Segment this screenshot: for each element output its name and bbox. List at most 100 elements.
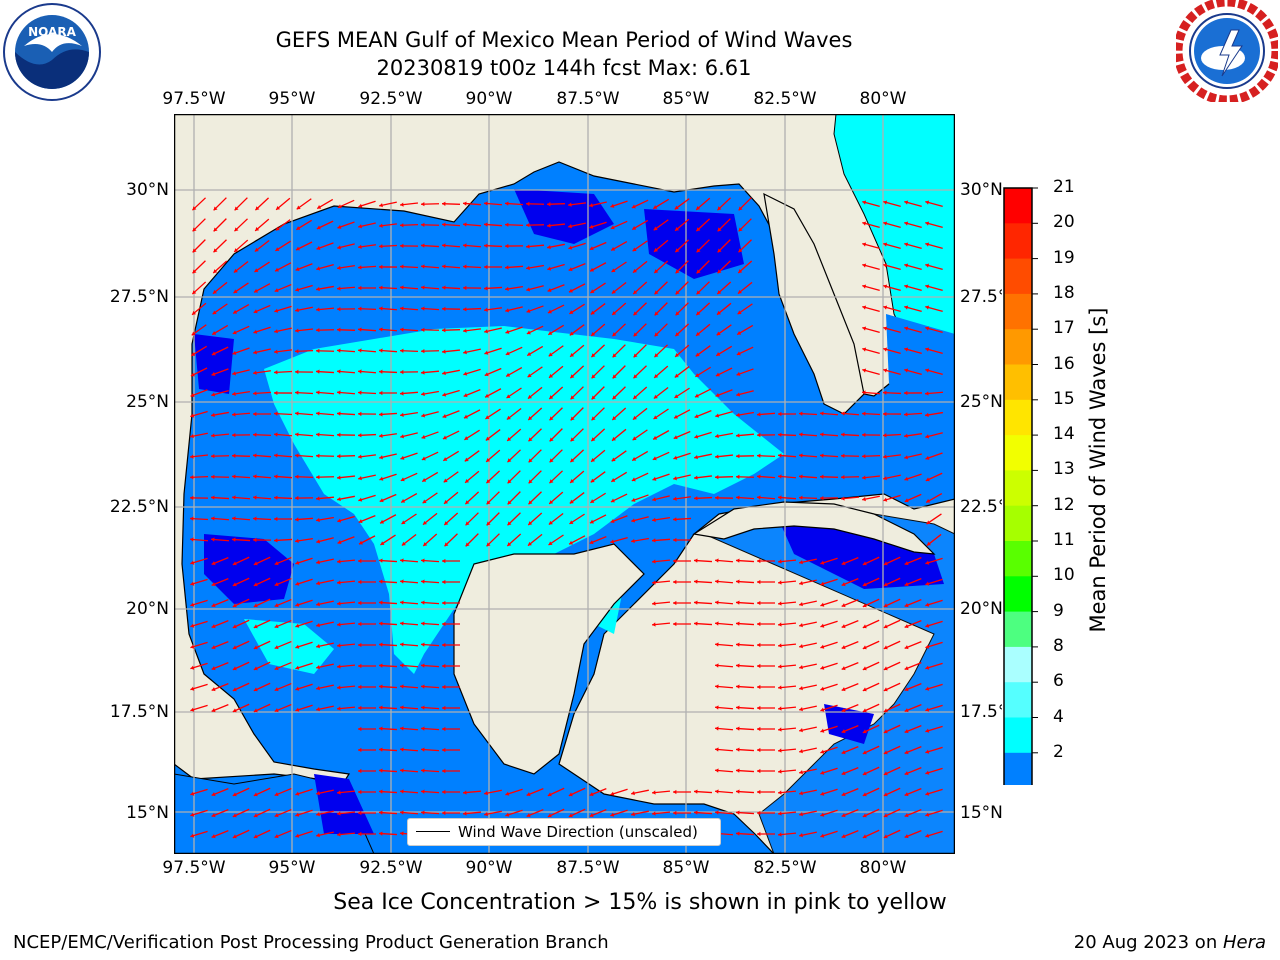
wind-arrow-head [631,791,635,796]
wind-arrow-head [736,642,740,647]
wind-arrow-head [590,499,595,503]
wind-arrow-head [674,205,679,210]
wind-arrow-head [507,437,512,441]
wind-arrow-head [190,602,195,607]
wind-arrow-head [526,792,531,797]
wind-arrow-head [548,352,553,357]
wind-arrow-head [883,666,888,671]
wind-arrow-head [569,331,574,336]
wind-arrow-head [337,432,341,438]
wind-arrow-head [400,306,404,311]
wind-arrow-head [401,520,406,525]
colorbar-tick-label: 16 [1053,353,1075,374]
wind-arrow-head [232,516,236,521]
wind-arrow-head [211,454,215,459]
wind-arrow-head [190,475,194,480]
wind-arrow-head [883,813,888,818]
wind-arrow-head [421,243,425,248]
wind-arrow-head [295,474,299,479]
wind-arrow-head [675,248,680,253]
wind-arrow-head [190,433,194,439]
wind-arrow-head [316,474,320,480]
wind-arrow-head [736,371,741,376]
wind-arrow-head [379,412,383,417]
wind-arrow-head [675,311,680,316]
wind-arrow-head [274,495,278,500]
colorbar-tick-label: 19 [1053,247,1075,268]
wind-arrow-head [757,663,761,669]
wind-arrow-head [337,518,342,523]
wind-arrow-head [253,309,258,314]
wind-arrow-head [904,792,909,797]
wind-arrow-head [400,663,404,668]
wind-arrow-head [358,433,362,438]
wind-arrow-head [925,665,930,670]
wind-arrow-head [465,542,470,547]
wind-arrow-head [736,684,740,689]
wind-arrow-head [695,373,700,377]
colorbar-segment [1004,505,1032,542]
colorbar-tick-label: 11 [1053,530,1075,550]
wind-arrow-head [400,369,404,375]
wind-arrow-head [463,285,467,291]
wind-arrow-head [253,495,257,500]
wind-arrow-head [233,289,238,294]
wind-arrow-head [568,245,573,250]
wind-arrow-head [421,348,425,354]
wind-arrow-head [528,479,533,484]
wind-arrow-head [379,642,383,647]
wind-arrow-head [212,289,217,294]
wind-arrow-head [190,707,195,712]
wind-arrow-head [716,331,721,336]
wind-arrow-head [633,374,638,379]
wind-arrow-head [190,560,195,565]
wind-arrow-head [213,269,218,273]
wind-arrow-head [738,269,743,273]
wind-arrow-head [295,602,300,607]
wind-arrow-head [443,457,448,461]
wind-arrow-head [211,624,216,629]
wind-arrow-head [673,517,677,522]
wind-arrow-head [526,287,531,292]
wind-arrow-head [337,348,341,353]
wind-arrow-head [400,789,404,794]
wind-arrow-head [274,516,278,522]
colorbar-segment [1004,576,1032,613]
wind-arrow-head [778,727,782,732]
lon-tick-bottom: 90°W [465,858,513,878]
wind-arrow-head [820,495,824,501]
wind-arrow-head [192,248,197,253]
wind-arrow-head [253,708,258,713]
wind-arrow-head [610,791,615,796]
wind-arrow-head [316,411,320,416]
wind-arrow-head [443,478,448,483]
wind-arrow-head [379,498,384,503]
wind-arrow-head [820,812,825,817]
wind-arrow-head [674,414,679,419]
wind-arrow-head [883,263,888,268]
wind-arrow-head [337,790,341,795]
wind-arrow-head [737,289,742,294]
wind-arrow-head [716,352,721,356]
wind-arrow-head [421,413,426,418]
wind-arrow-head [717,269,722,274]
wind-arrow-head [675,353,680,357]
colorbar-tick-label: 15 [1053,388,1075,409]
wind-arrow-head [673,476,677,481]
wind-arrow-head [652,790,656,795]
wind-arrow-head [715,642,719,647]
lon-tick-bottom: 82.5°W [753,858,817,878]
wind-arrow-head [883,347,888,352]
wind-arrow-head [841,645,846,650]
wind-arrow-head [379,203,383,208]
wind-arrow-head [612,395,617,400]
wind-arrow-head [400,726,404,731]
wind-arrow-head [232,582,237,587]
colorbar-tick-label: 4 [1053,706,1064,727]
wind-arrow-head [778,411,782,417]
wind-arrow-head [358,684,362,690]
wind-arrow-head [527,351,532,356]
wind-arrow-head [442,558,446,564]
wind-arrow-head [925,477,930,482]
wind-arrow-head [820,432,824,437]
